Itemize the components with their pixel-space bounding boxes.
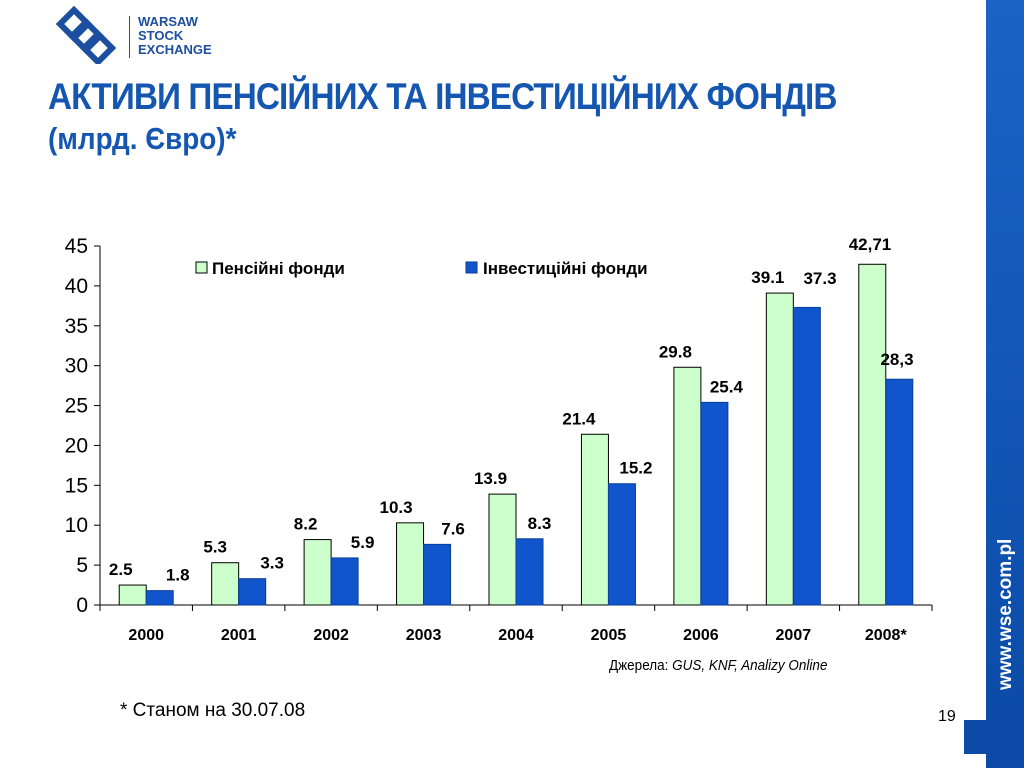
data-label: 15.2 — [619, 459, 652, 478]
data-label: 1.8 — [166, 566, 190, 585]
x-category-label: 2005 — [591, 627, 627, 644]
side-bar — [986, 0, 1024, 768]
x-category-label: 2002 — [313, 627, 349, 644]
legend-pension-swatch — [195, 261, 208, 274]
investment-bar — [423, 543, 452, 606]
y-tick-label: 30 — [65, 355, 88, 378]
data-label: 3.3 — [260, 554, 284, 573]
investment-bar — [330, 557, 359, 606]
y-tick-label: 25 — [65, 395, 88, 418]
data-label: 29.8 — [659, 342, 692, 361]
y-tick-label: 35 — [65, 315, 88, 338]
y-tick-label: 15 — [65, 474, 88, 497]
y-tick-label: 20 — [65, 434, 88, 457]
investment-bar — [515, 538, 544, 606]
y-tick-label: 40 — [65, 275, 88, 298]
pension-bar — [580, 433, 609, 606]
slide-title: АКТИВИ ПЕНСІЙНИХ ТА ІНВЕСТИЦІЙНИХ ФОНДІВ — [48, 76, 837, 117]
investment-bar — [238, 578, 267, 606]
page-number: 19 — [938, 708, 956, 725]
footnote: * Станом на 30.07.08 — [120, 700, 306, 721]
data-label: 5.9 — [351, 533, 375, 552]
investment-bar — [792, 306, 821, 606]
wse-logo — [55, 6, 117, 64]
logo-line: STOCK — [138, 28, 184, 43]
legend-label: Інвестиційні фонди — [483, 259, 648, 278]
investment-bar — [700, 401, 729, 606]
x-category-label: 2006 — [683, 627, 719, 644]
logo-line: WARSAW — [138, 14, 198, 29]
pension-bar — [118, 584, 147, 606]
x-category-label: 2001 — [221, 627, 257, 644]
logo-divider — [129, 16, 130, 58]
x-category-label: 2008* — [865, 627, 908, 644]
pension-bar — [765, 292, 794, 606]
corner-block — [964, 720, 1024, 754]
data-label: 39.1 — [751, 268, 784, 287]
bar-chart: 0 5 10 15 20 25 30 35 40 45 2.5 1.8 2000 5.3 3.3 2001 8.… — [65, 235, 933, 644]
pension-bar — [211, 562, 240, 606]
investment-bar — [607, 483, 636, 606]
y-tick-label: 5 — [76, 554, 88, 577]
x-category-label: 2007 — [776, 627, 812, 644]
source-note: Джерела: GUS, KNF, Analizy Online — [609, 657, 827, 674]
x-category-label: 2003 — [406, 627, 442, 644]
data-label: 7.6 — [441, 519, 465, 538]
pension-bar — [396, 522, 425, 606]
x-category-label: 2000 — [128, 627, 164, 644]
pension-bar — [673, 366, 702, 606]
data-label: 2.5 — [109, 560, 133, 579]
y-tick-label: 45 — [65, 235, 88, 258]
pension-bar — [488, 493, 517, 606]
data-label: 28,3 — [880, 350, 913, 369]
data-label: 21.4 — [562, 409, 596, 428]
data-label: 8.2 — [294, 515, 318, 534]
source-names: GUS, KNF, Analizy Online — [672, 657, 828, 674]
data-label: 5.3 — [203, 538, 227, 557]
pension-bar — [303, 539, 332, 606]
data-label: 25.4 — [710, 377, 744, 396]
slide-subtitle: (млрд. Євро)* — [48, 121, 237, 156]
pension-bar — [858, 263, 887, 606]
site-url[interactable]: www.wse.com.pl — [995, 538, 1016, 690]
data-label: 42,71 — [849, 235, 892, 254]
logo-wordmark: WARSAW STOCK EXCHANGE — [138, 15, 212, 57]
data-label: 8.3 — [528, 514, 552, 533]
legend-investment-swatch — [465, 261, 478, 274]
data-label: 37.3 — [803, 269, 836, 288]
logo-line: EXCHANGE — [138, 42, 212, 57]
source-prefix: Джерела: — [609, 657, 669, 674]
investment-bar — [145, 590, 174, 606]
data-label: 10.3 — [380, 498, 413, 517]
investment-bar — [885, 378, 914, 606]
data-label: 13.9 — [474, 469, 507, 488]
x-category-label: 2004 — [498, 627, 534, 644]
y-tick-label: 10 — [65, 514, 88, 537]
y-tick-label: 0 — [76, 594, 88, 617]
legend-label: Пенсійні фонди — [212, 259, 345, 278]
